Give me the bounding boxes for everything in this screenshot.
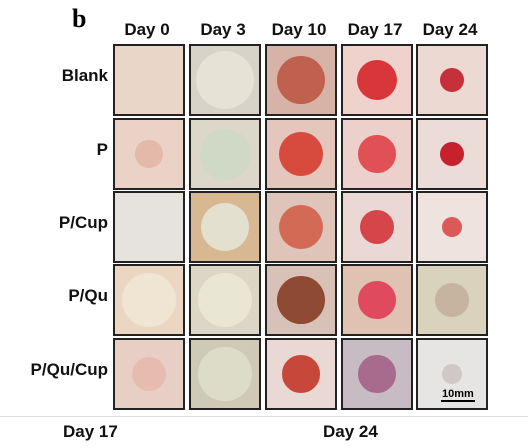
photo-cell [189,338,261,410]
wound-area [121,272,177,328]
column-header: Day 17 [347,20,403,39]
wound-area [358,135,396,173]
photo-cell [265,338,337,410]
wound-area [358,355,396,393]
photo-cell [189,191,261,263]
row-label: Blank [61,66,108,85]
bottom-label: Day 24 [323,422,378,441]
wound-area [278,131,324,177]
wound-area [282,355,320,393]
wound-area [278,204,324,250]
photo-cell [265,191,337,263]
wound-area [135,140,163,168]
wound-area [440,142,464,166]
photo-cell [189,118,261,190]
row-label: P/Cup [58,213,108,232]
panel-label: b [72,4,87,33]
row-label: P [96,140,108,159]
wound-area [360,210,394,244]
wound-area [277,276,325,324]
photo-cell [265,264,337,336]
photo-cell [416,118,488,190]
photo-cell [265,118,337,190]
wound-area [356,59,398,101]
wound-area [199,128,251,180]
photo-cell [416,191,488,263]
bottom-label: Day 17 [63,422,118,441]
photo-cell [341,191,413,263]
wound-area [440,68,464,92]
column-header: Day 24 [422,20,478,39]
photo-cell [341,338,413,410]
column-header: Day 3 [200,20,246,39]
wound-area [132,357,166,391]
wound-area [441,363,463,385]
photo-cell [341,264,413,336]
wound-area [196,51,254,109]
wound-area [441,216,463,238]
photo-cell [265,44,337,116]
separator [0,416,528,417]
column-header: Day 0 [124,20,170,39]
row-label: P/Qu [68,286,108,305]
wound-area [435,283,469,317]
wound-area [200,202,250,252]
photo-cell [113,191,185,263]
photo-cell [113,118,185,190]
photo-cell [416,264,488,336]
wound-area [198,347,252,401]
scale-bar: 10mm [441,388,475,402]
photo-cell [113,338,185,410]
photo-cell [189,44,261,116]
wound-area [197,272,253,328]
column-header: Day 10 [271,20,327,39]
wound-area [277,56,325,104]
photo-cell [341,44,413,116]
photo-cell [341,118,413,190]
wound-area [358,281,396,319]
row-label: P/Qu/Cup [30,360,108,379]
photo-cell [113,44,185,116]
photo-cell [416,44,488,116]
photo-cell [113,264,185,336]
photo-cell [416,338,488,410]
photo-cell [189,264,261,336]
